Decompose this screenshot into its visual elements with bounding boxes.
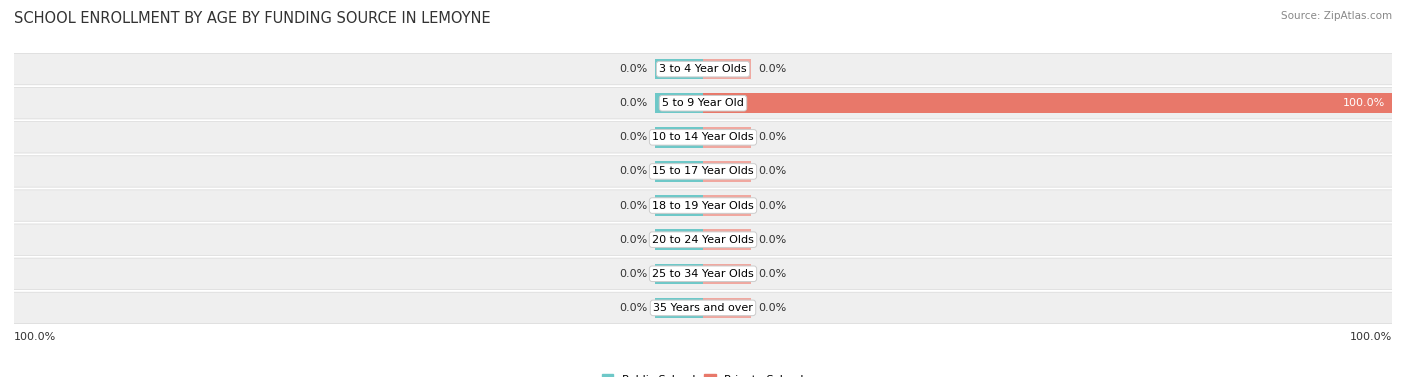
Bar: [655, 93, 703, 113]
Text: 0.0%: 0.0%: [620, 64, 648, 74]
Bar: [703, 230, 751, 250]
Text: 0.0%: 0.0%: [620, 303, 648, 313]
Text: 0.0%: 0.0%: [758, 166, 786, 176]
FancyBboxPatch shape: [0, 156, 1406, 187]
Bar: [703, 264, 751, 284]
Text: 0.0%: 0.0%: [758, 132, 786, 143]
Text: Source: ZipAtlas.com: Source: ZipAtlas.com: [1281, 11, 1392, 21]
Legend: Public School, Private School: Public School, Private School: [598, 370, 808, 377]
FancyBboxPatch shape: [0, 224, 1406, 255]
Text: 0.0%: 0.0%: [758, 269, 786, 279]
Text: SCHOOL ENROLLMENT BY AGE BY FUNDING SOURCE IN LEMOYNE: SCHOOL ENROLLMENT BY AGE BY FUNDING SOUR…: [14, 11, 491, 26]
Bar: [655, 264, 703, 284]
FancyBboxPatch shape: [0, 190, 1406, 221]
Text: 18 to 19 Year Olds: 18 to 19 Year Olds: [652, 201, 754, 211]
Text: 0.0%: 0.0%: [620, 166, 648, 176]
Bar: [703, 161, 751, 182]
Text: 0.0%: 0.0%: [620, 132, 648, 143]
Text: 25 to 34 Year Olds: 25 to 34 Year Olds: [652, 269, 754, 279]
FancyBboxPatch shape: [0, 87, 1406, 119]
Text: 0.0%: 0.0%: [758, 201, 786, 211]
Text: 0.0%: 0.0%: [758, 303, 786, 313]
Bar: [703, 195, 751, 216]
Bar: [703, 59, 751, 79]
Text: 10 to 14 Year Olds: 10 to 14 Year Olds: [652, 132, 754, 143]
Text: 100.0%: 100.0%: [1350, 333, 1392, 342]
Bar: [703, 298, 751, 318]
Text: 0.0%: 0.0%: [620, 201, 648, 211]
Text: 0.0%: 0.0%: [758, 234, 786, 245]
Bar: [655, 59, 703, 79]
Bar: [703, 93, 1392, 113]
Text: 20 to 24 Year Olds: 20 to 24 Year Olds: [652, 234, 754, 245]
Text: 0.0%: 0.0%: [620, 98, 648, 108]
Bar: [655, 298, 703, 318]
FancyBboxPatch shape: [0, 258, 1406, 290]
Bar: [655, 161, 703, 182]
Bar: [655, 127, 703, 147]
Text: 35 Years and over: 35 Years and over: [652, 303, 754, 313]
Text: 5 to 9 Year Old: 5 to 9 Year Old: [662, 98, 744, 108]
FancyBboxPatch shape: [0, 292, 1406, 323]
Text: 0.0%: 0.0%: [758, 64, 786, 74]
Bar: [703, 127, 751, 147]
Bar: [655, 195, 703, 216]
Text: 15 to 17 Year Olds: 15 to 17 Year Olds: [652, 166, 754, 176]
Text: 0.0%: 0.0%: [620, 269, 648, 279]
FancyBboxPatch shape: [0, 54, 1406, 85]
Text: 0.0%: 0.0%: [620, 234, 648, 245]
Text: 3 to 4 Year Olds: 3 to 4 Year Olds: [659, 64, 747, 74]
Bar: [655, 230, 703, 250]
Text: 100.0%: 100.0%: [14, 333, 56, 342]
Text: 100.0%: 100.0%: [1343, 98, 1385, 108]
FancyBboxPatch shape: [0, 122, 1406, 153]
